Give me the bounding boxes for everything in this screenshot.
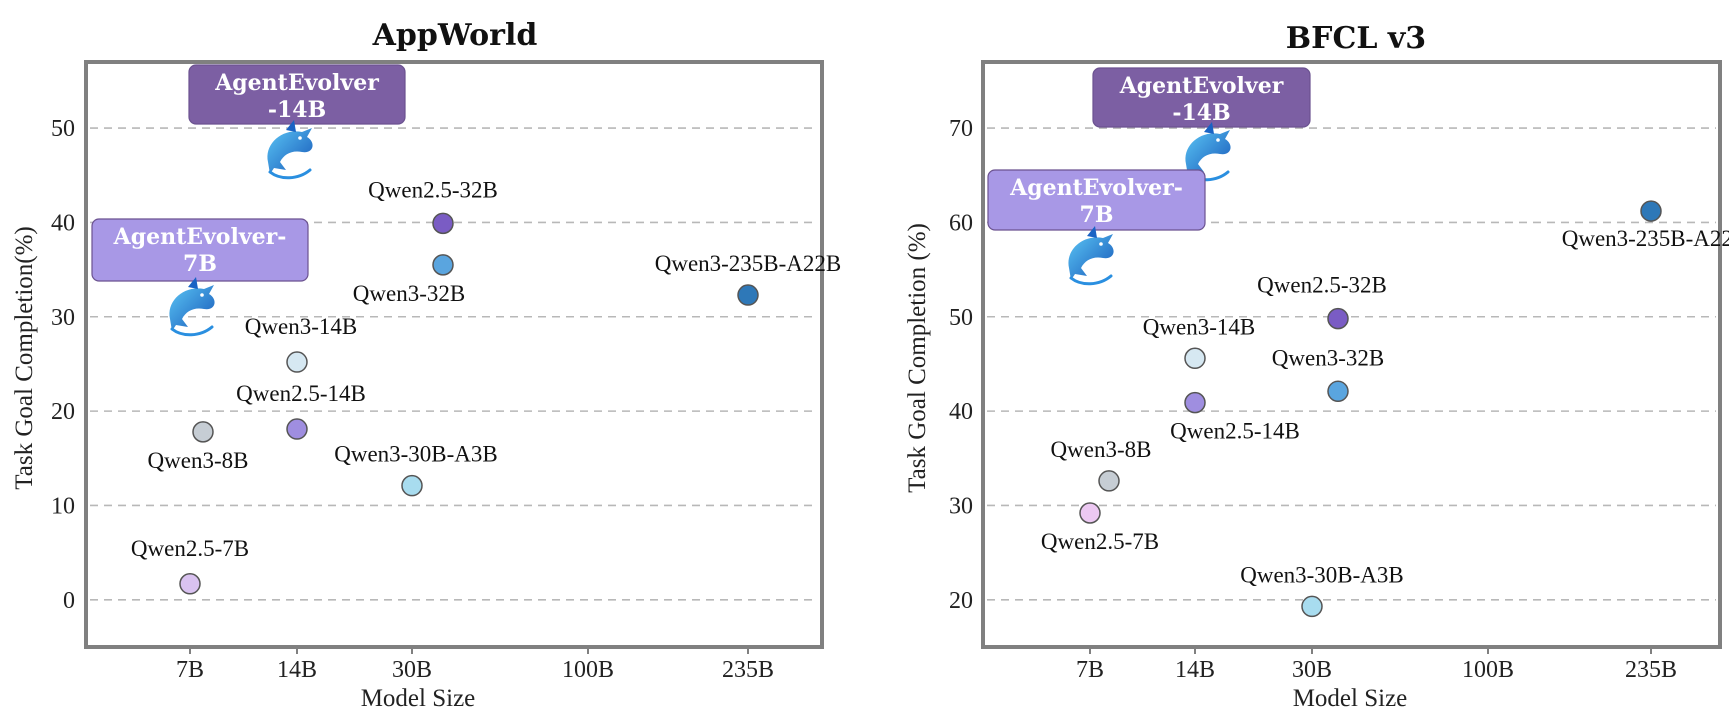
- point-label: Qwen3-14B: [1143, 314, 1255, 339]
- plot-frame: [84, 60, 824, 649]
- dolphin-icon: [267, 120, 313, 180]
- badge-label-line1: AgentEvolver: [214, 70, 379, 96]
- data-point: [179, 573, 201, 595]
- point-label: Qwen3-30B-A3B: [1240, 562, 1404, 587]
- x-tick-label: 30B: [1292, 657, 1332, 683]
- badge-label-line1: AgentEvolver-: [113, 224, 287, 250]
- badge-label-line2: 7B: [183, 251, 217, 277]
- data-point: [1640, 200, 1662, 222]
- x-tick-label: 14B: [277, 657, 317, 683]
- x-tick-label: 235B: [722, 657, 774, 683]
- data-point: [432, 212, 454, 235]
- badge-label-line2: 7B: [1080, 202, 1114, 228]
- y-tick-label: 0: [63, 588, 75, 614]
- point-label: Qwen3-14B: [245, 314, 357, 339]
- point-label: Qwen3-8B: [148, 448, 249, 473]
- plot-frame: [981, 60, 1722, 649]
- y-tick-label: 40: [949, 399, 973, 425]
- y-tick-label: 30: [949, 493, 973, 519]
- x-tick-label: 7B: [1076, 657, 1104, 683]
- y-tick-label: 70: [949, 116, 973, 142]
- y-tick-label: 30: [51, 305, 75, 331]
- badge-label-line2: -14B: [268, 97, 326, 123]
- agentevolver-badge: AgentEvolver-14B: [188, 64, 406, 125]
- data-point: [401, 474, 423, 497]
- point-label: Qwen2.5-14B: [1170, 419, 1300, 444]
- point-label: Qwen2.5-7B: [1041, 529, 1159, 554]
- x-tick-label: 30B: [392, 657, 432, 683]
- data-point: [1079, 502, 1101, 524]
- x-tick-label: 7B: [176, 657, 204, 683]
- y-tick-label: 20: [51, 399, 75, 425]
- y-tick-label: 40: [51, 210, 75, 236]
- data-point: [286, 418, 308, 440]
- point-label: Qwen3-235B-A22B: [1562, 226, 1729, 251]
- point-label: Qwen3-30B-A3B: [334, 442, 498, 467]
- y-tick-label: 50: [949, 305, 973, 331]
- bfcl-v3-panel: BFCL v3 20 30 40 50 60 70 7B 14B 30B 100B 235B Qwen…: [904, 21, 1729, 712]
- badge-label-line1: AgentEvolver: [1119, 73, 1284, 99]
- data-point: [1098, 470, 1120, 492]
- badge-label-line1: AgentEvolver-: [1009, 175, 1183, 201]
- x-axis-label: Model Size: [1293, 685, 1408, 712]
- data-point: [737, 284, 759, 306]
- dolphin-icon: [1068, 226, 1114, 286]
- agentevolver-badge: AgentEvolver-7B: [91, 218, 309, 282]
- y-tick-label: 10: [51, 493, 75, 519]
- x-axis-label: Model Size: [361, 685, 476, 712]
- point-label: Qwen2.5-32B: [368, 177, 498, 202]
- x-tick-label: 14B: [1175, 657, 1215, 683]
- point-label: Qwen3-32B: [1272, 345, 1384, 370]
- data-point: [286, 351, 308, 373]
- chart-title: BFCL v3: [1286, 21, 1426, 56]
- agentevolver-badge: AgentEvolver-7B: [987, 169, 1206, 231]
- chart-title: AppWorld: [372, 18, 538, 53]
- x-tick-label: 235B: [1625, 657, 1677, 683]
- data-point: [1327, 380, 1349, 403]
- dolphin-icon: [169, 277, 215, 337]
- point-label: Qwen3-8B: [1051, 437, 1152, 462]
- data-point: [1301, 595, 1323, 618]
- point-label: Qwen3-32B: [353, 281, 465, 306]
- y-tick-label: 20: [949, 588, 973, 614]
- y-tick-label: 50: [51, 116, 75, 142]
- badge-label-line2: -14B: [1172, 100, 1230, 126]
- agentevolver-badge: AgentEvolver-14B: [1092, 67, 1311, 128]
- x-tick-label: 100B: [562, 657, 614, 683]
- point-label: Qwen2.5-7B: [131, 536, 249, 561]
- data-point: [192, 421, 214, 443]
- point-label: Qwen3-235B-A22B: [655, 251, 842, 276]
- data-point: [1184, 391, 1206, 414]
- y-axis-label: Task Goal Completion(%): [11, 226, 38, 489]
- point-label: Qwen2.5-32B: [1257, 273, 1387, 298]
- y-tick-label: 60: [949, 210, 973, 236]
- point-label: Qwen2.5-14B: [236, 381, 366, 406]
- data-point: [1327, 307, 1349, 330]
- x-tick-label: 100B: [1462, 657, 1514, 683]
- appworld-panel: AppWorld 0 10 20 30 40 50 7B 14B 30B 100B 235B Qwen…: [11, 18, 841, 712]
- data-point: [1184, 347, 1206, 370]
- data-point: [432, 254, 454, 276]
- y-axis-label: Task Goal Completion (%): [904, 223, 931, 493]
